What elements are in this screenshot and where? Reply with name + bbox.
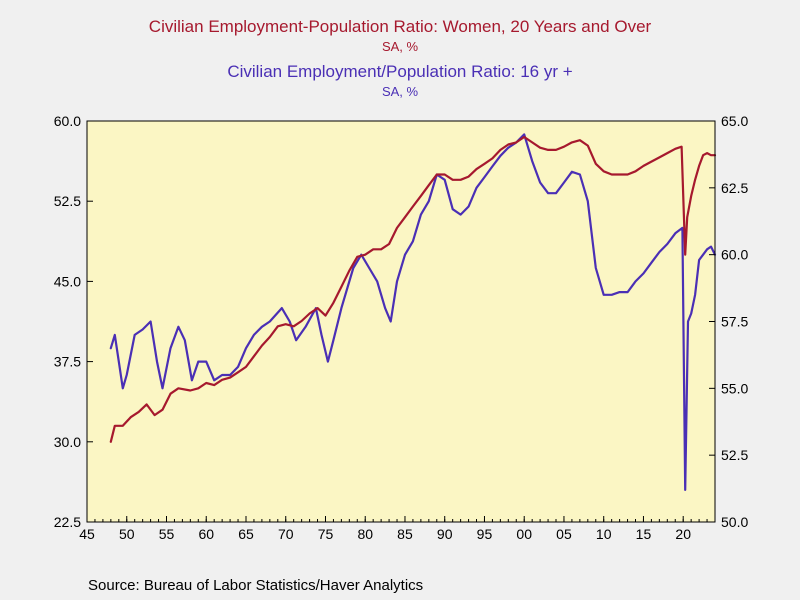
y-left-tick-label: 30.0	[54, 434, 81, 450]
x-tick-label: 90	[437, 526, 453, 542]
y-left-tick-label: 37.5	[54, 354, 81, 370]
y-left-tick-label: 60.0	[54, 113, 81, 129]
x-tick-label: 10	[596, 526, 612, 542]
x-tick-label: 20	[675, 526, 691, 542]
y-right-tick-label: 52.5	[721, 447, 748, 463]
left-series-units: SA, %	[381, 39, 419, 54]
x-tick-label: 05	[556, 526, 572, 542]
series-line-16-plus	[109, 133, 717, 491]
x-tick-label: 95	[477, 526, 493, 542]
y-right-tick-label: 55.0	[721, 380, 748, 396]
x-tick-label: 00	[516, 526, 532, 542]
axes-layer: 45 50 55 60 65 70 75 80 85 90 95 00 05 10 15 20 22.5 30.0…	[54, 113, 749, 542]
x-tick-label: 55	[159, 526, 175, 542]
x-tick-label: 15	[636, 526, 652, 542]
x-tick-label: 45	[79, 526, 95, 542]
y-right-tick-label: 60.0	[721, 247, 748, 263]
x-tick-label: 75	[318, 526, 334, 542]
x-tick-label: 50	[119, 526, 135, 542]
x-tick-label: 70	[278, 526, 294, 542]
source-note: Source: Bureau of Labor Statistics/Haver…	[88, 577, 424, 594]
x-tick-label: 80	[357, 526, 373, 542]
y-right-tick-label: 62.5	[721, 180, 748, 196]
series-layer	[109, 133, 717, 491]
y-left-tick-label: 45.0	[54, 273, 81, 289]
x-tick-label: 65	[238, 526, 254, 542]
x-tick-label: 60	[198, 526, 214, 542]
left-series-title: Civilian Employment-Population Ratio: Wo…	[148, 17, 652, 36]
series-line-women-20-over	[109, 135, 717, 443]
x-tick-label: 85	[397, 526, 413, 542]
y-left-tick-label: 22.5	[54, 514, 81, 530]
y-right-tick-label: 65.0	[721, 113, 748, 129]
plot-area	[87, 121, 715, 522]
right-series-units: SA, %	[381, 84, 419, 99]
right-series-title: Civilian Employment/Population Ratio: 16…	[227, 62, 573, 81]
y-right-tick-label: 57.5	[721, 314, 748, 330]
y-right-tick-label: 50.0	[721, 514, 748, 530]
y-left-tick-label: 52.5	[54, 193, 81, 209]
